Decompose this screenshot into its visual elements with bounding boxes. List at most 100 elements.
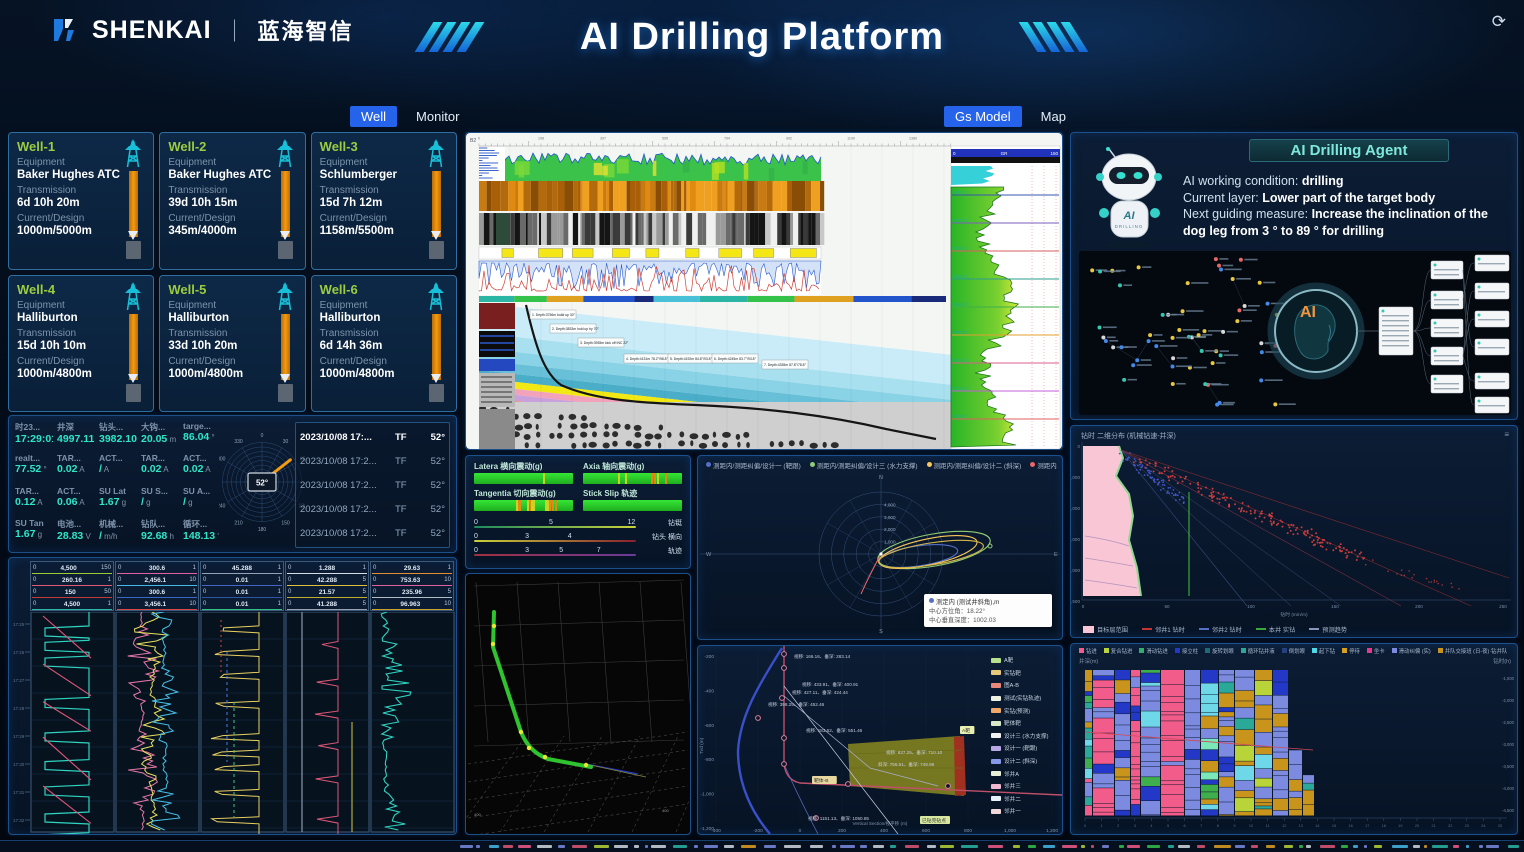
section-legend-item[interactable]: 邻井A (991, 767, 1057, 780)
operations-heatmap-panel: 钻进 复合钻进 滑动钻进 接立柱 旋转划眼 循环钻井液 倒划眼 起下钻 停待 坐卡 滑动纠偏 (实)… (1070, 643, 1518, 835)
heatmap-legend-item[interactable]: 倒划眼 (1281, 647, 1305, 655)
heatmap-legend-item[interactable]: 钻进 (1079, 647, 1097, 655)
polar-legend-item[interactable]: 测距内/测距纠偏/设计一 (靶跟) (706, 460, 801, 470)
tab-map[interactable]: Map (1040, 109, 1066, 124)
toolface-row[interactable]: 2023/10/08 17:... TF 52° (300, 432, 445, 443)
tab-well[interactable]: Well (350, 106, 398, 127)
heatmap-legend-item[interactable]: 循环钻井液 (1240, 647, 1275, 655)
agent-line-label: Current layer: (1183, 190, 1259, 205)
scale-mid: 45.288 (232, 564, 252, 572)
polar-legend-item[interactable]: 测距内/测距纠偏/设计二 (斜深) (926, 460, 1021, 470)
well-card-3[interactable]: Well-3 Equipment Schlumberger Transmission 1… (310, 132, 457, 270)
scatter-legend-item[interactable]: 预测趋势 (1309, 625, 1347, 634)
equipment-value: Baker Hughes ATC (17, 169, 120, 181)
svg-text:-600: -600 (704, 723, 714, 729)
scale-min: 0 (118, 589, 122, 595)
polar-tooltip-depth: 中心垂直深度：1002.03 (929, 617, 996, 624)
legend-dot (1240, 648, 1246, 653)
well-card-2[interactable]: Well-2 Equipment Baker Hughes ATC Transmiss… (159, 132, 306, 270)
section-legend-item[interactable]: 实钻(预测) (991, 704, 1057, 717)
log-track-header-2: 0 300.6 1 0 2,456.1 10 0 300.6 1 0 3,456.1 10 (115, 561, 199, 611)
scale-mid: 0.01 (235, 588, 249, 596)
equipment-label: Equipment (319, 157, 368, 168)
heatmap-legend-item[interactable]: 坐卡 (1366, 647, 1385, 655)
polar-legend-item[interactable]: 测距内/测距纠偏/设计三 (水力支撑) (809, 460, 918, 470)
section-legend-item[interactable]: 设计三 (水力支撑) (991, 730, 1057, 743)
progress-base (126, 383, 142, 402)
svg-text:Vertical Section/视平移 (m): Vertical Section/视平移 (m) (853, 820, 908, 827)
section-legend-item[interactable]: 设计一 (靶跟) (991, 742, 1057, 755)
svg-text:17:28: 17:28 (13, 706, 25, 711)
current-design-label: Current/Design (319, 213, 387, 224)
well-card-6[interactable]: Well-6 Equipment Halliburton Transmission 6d… (310, 274, 457, 412)
telemetry-unit: A (203, 465, 211, 475)
section-legend-item[interactable]: A靶 (991, 654, 1057, 667)
section-legend-item[interactable]: 实钻靶 (991, 667, 1057, 680)
legend-swatch (991, 657, 1001, 663)
scatter-legend-item[interactable]: 目标层范围 (1083, 625, 1128, 634)
section-legend-item[interactable]: 测试(实钻轨迹) (991, 692, 1057, 705)
legend-label: 设计一 (靶跟) (1004, 746, 1038, 753)
derrick-icon (121, 281, 145, 316)
toolface-row[interactable]: 2023/10/08 17:2... TF 52° (300, 456, 445, 467)
svg-text:7: 7 (1200, 824, 1202, 828)
scatter-menu-icon[interactable]: ≡ (1504, 430, 1509, 439)
toolface-row[interactable]: 2023/10/08 17:2... TF 52° (300, 528, 445, 539)
heatmap-legend-item[interactable]: 起下钻 (1311, 647, 1335, 655)
well-card-5[interactable]: Well-5 Equipment Halliburton Transmission 33… (159, 274, 306, 412)
heatmap-legend-item[interactable]: 停待 (1342, 647, 1360, 655)
gs-model-panel: B2 0 198 397 595 794 992 1190 1389 1. Depth:3756m… (465, 132, 1063, 454)
heatmap-legend-item[interactable]: 井队交接班 (日-夜)·钻井队 (1437, 647, 1507, 655)
section-legend-item[interactable]: 图A-B (991, 679, 1057, 692)
telemetry-cell: 时23... 17:29:01 (15, 421, 53, 452)
scale-mid: 41.288 (317, 600, 337, 608)
telemetry-value: 0.02 A (183, 463, 211, 476)
scatter-legend-item[interactable]: 邻井1 钻时 (1141, 625, 1185, 634)
well-progress-bar (126, 313, 142, 402)
vibration-scales: 0 5 12 钻铤 0 3 4 钻头 横向 0 3 5 7 轨迹 (474, 516, 682, 558)
heatmap-legend-item[interactable]: 旋转划眼 (1205, 647, 1234, 655)
scale-mid: 21.57 (318, 588, 336, 596)
refresh-icon[interactable]: ⟳ (1491, 12, 1506, 31)
heatmap-legend-item[interactable]: 滑动纠偏 (实) (1391, 647, 1431, 655)
scatter-legend-item[interactable]: 邻井2 钻时 (1198, 625, 1242, 634)
legend-label: 邻井1 钻时 (1154, 627, 1185, 634)
svg-text:-4,500: -4,500 (1502, 808, 1515, 813)
tab-gs-model[interactable]: Gs Model (944, 106, 1022, 127)
title-decoration-right (1018, 22, 1098, 52)
vibration-bar-label: Axia 轴向震动(g) (583, 462, 645, 471)
polar-legend-item[interactable]: 测距内 ( (1030, 460, 1058, 470)
telemetry-label: 循环... (183, 518, 208, 529)
heatmap-legend-item[interactable]: 复合钻进 (1103, 647, 1132, 655)
scatter-legend-item[interactable]: 本井 实钻 (1255, 625, 1295, 634)
svg-text:-4,000: -4,000 (1071, 568, 1080, 573)
progress-marker (430, 231, 441, 240)
legend-swatch (1255, 628, 1266, 630)
section-legend-item[interactable]: 靶体靶 (991, 717, 1057, 730)
tf-time: 2023/10/08 17:2... (300, 527, 377, 539)
well-card-4[interactable]: Well-4 Equipment Halliburton Transmission 15… (8, 274, 155, 412)
svg-text:400: 400 (880, 828, 888, 834)
section-legend-item[interactable]: 邻井二 (991, 793, 1057, 806)
svg-text:E: E (1054, 552, 1058, 558)
telemetry-label: targe... (183, 421, 211, 431)
brand-divider: ｜ (223, 19, 246, 44)
svg-text:5: 5 (1167, 824, 1169, 828)
well-card-1[interactable]: Well-1 Equipment Baker Hughes ATC Transmiss… (8, 132, 155, 270)
scale-line (32, 609, 112, 610)
svg-text:1190: 1190 (847, 137, 855, 141)
current-design-label: Current/Design (17, 355, 85, 367)
telemetry-cell: 钻头... 3982.10 (99, 421, 137, 452)
telemetry-unit: g (119, 497, 127, 507)
heatmap-legend-item[interactable]: 滑动钻进 (1139, 647, 1168, 655)
toolface-row[interactable]: 2023/10/08 17:2... TF 52° (300, 504, 445, 515)
section-legend-item[interactable]: 邻井三 (991, 780, 1057, 793)
heatmap-legend-item[interactable]: 接立柱 (1174, 647, 1198, 655)
tf-label: TF (395, 431, 407, 443)
section-legend-item[interactable]: 邻井一 (991, 805, 1057, 818)
equipment-label: Equipment (319, 299, 368, 311)
section-legend-item[interactable]: 设计二 (斜深) (991, 755, 1057, 768)
toolface-row[interactable]: 2023/10/08 17:2... TF 52° (300, 480, 445, 491)
tab-monitor[interactable]: Monitor (416, 109, 460, 124)
trajectory-3d-panel: 400 400 (455, 573, 717, 837)
